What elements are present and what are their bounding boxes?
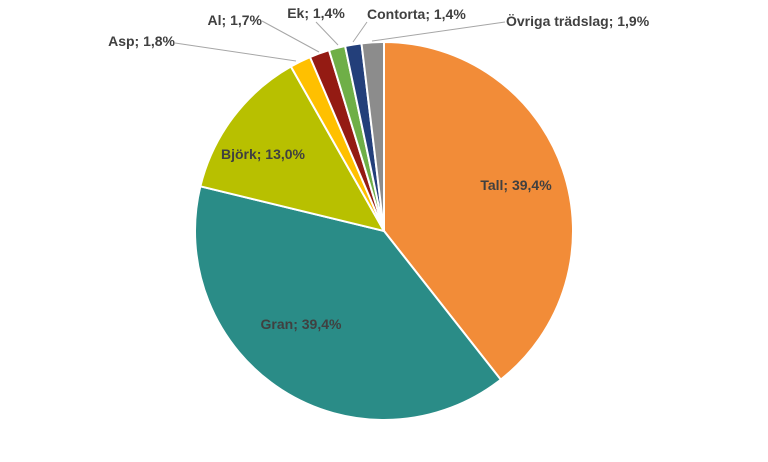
leader-lines [174,20,506,62]
pie-slice-7 [360,41,385,232]
data-label-5: Ek; 1,4% [287,5,345,21]
data-label-4: Al; 1,7% [208,12,263,28]
data-label-3: Asp; 1,8% [108,33,175,49]
pie-slice-0 [383,41,575,381]
data-label-6: Contorta; 1,4% [367,6,466,22]
pie-slice-2 [199,65,385,232]
leader-line-5 [315,21,339,46]
data-label-1: Gran; 39,4% [261,316,342,332]
data-label-0: Tall; 39,4% [480,177,552,193]
leader-line-6 [352,21,368,43]
leader-line-4 [261,20,320,53]
data-label-2: Björk; 13,0% [221,146,306,162]
data-labels: Tall; 39,4% Gran; 39,4% Björk; 13,0% Asp; 1… [108,5,650,332]
leader-line-7 [371,21,506,42]
pie-slice-1 [193,185,502,422]
data-label-7: Övriga trädslag; 1,9% [506,13,650,29]
leader-line-3 [174,42,297,62]
pie-slices [193,41,575,422]
